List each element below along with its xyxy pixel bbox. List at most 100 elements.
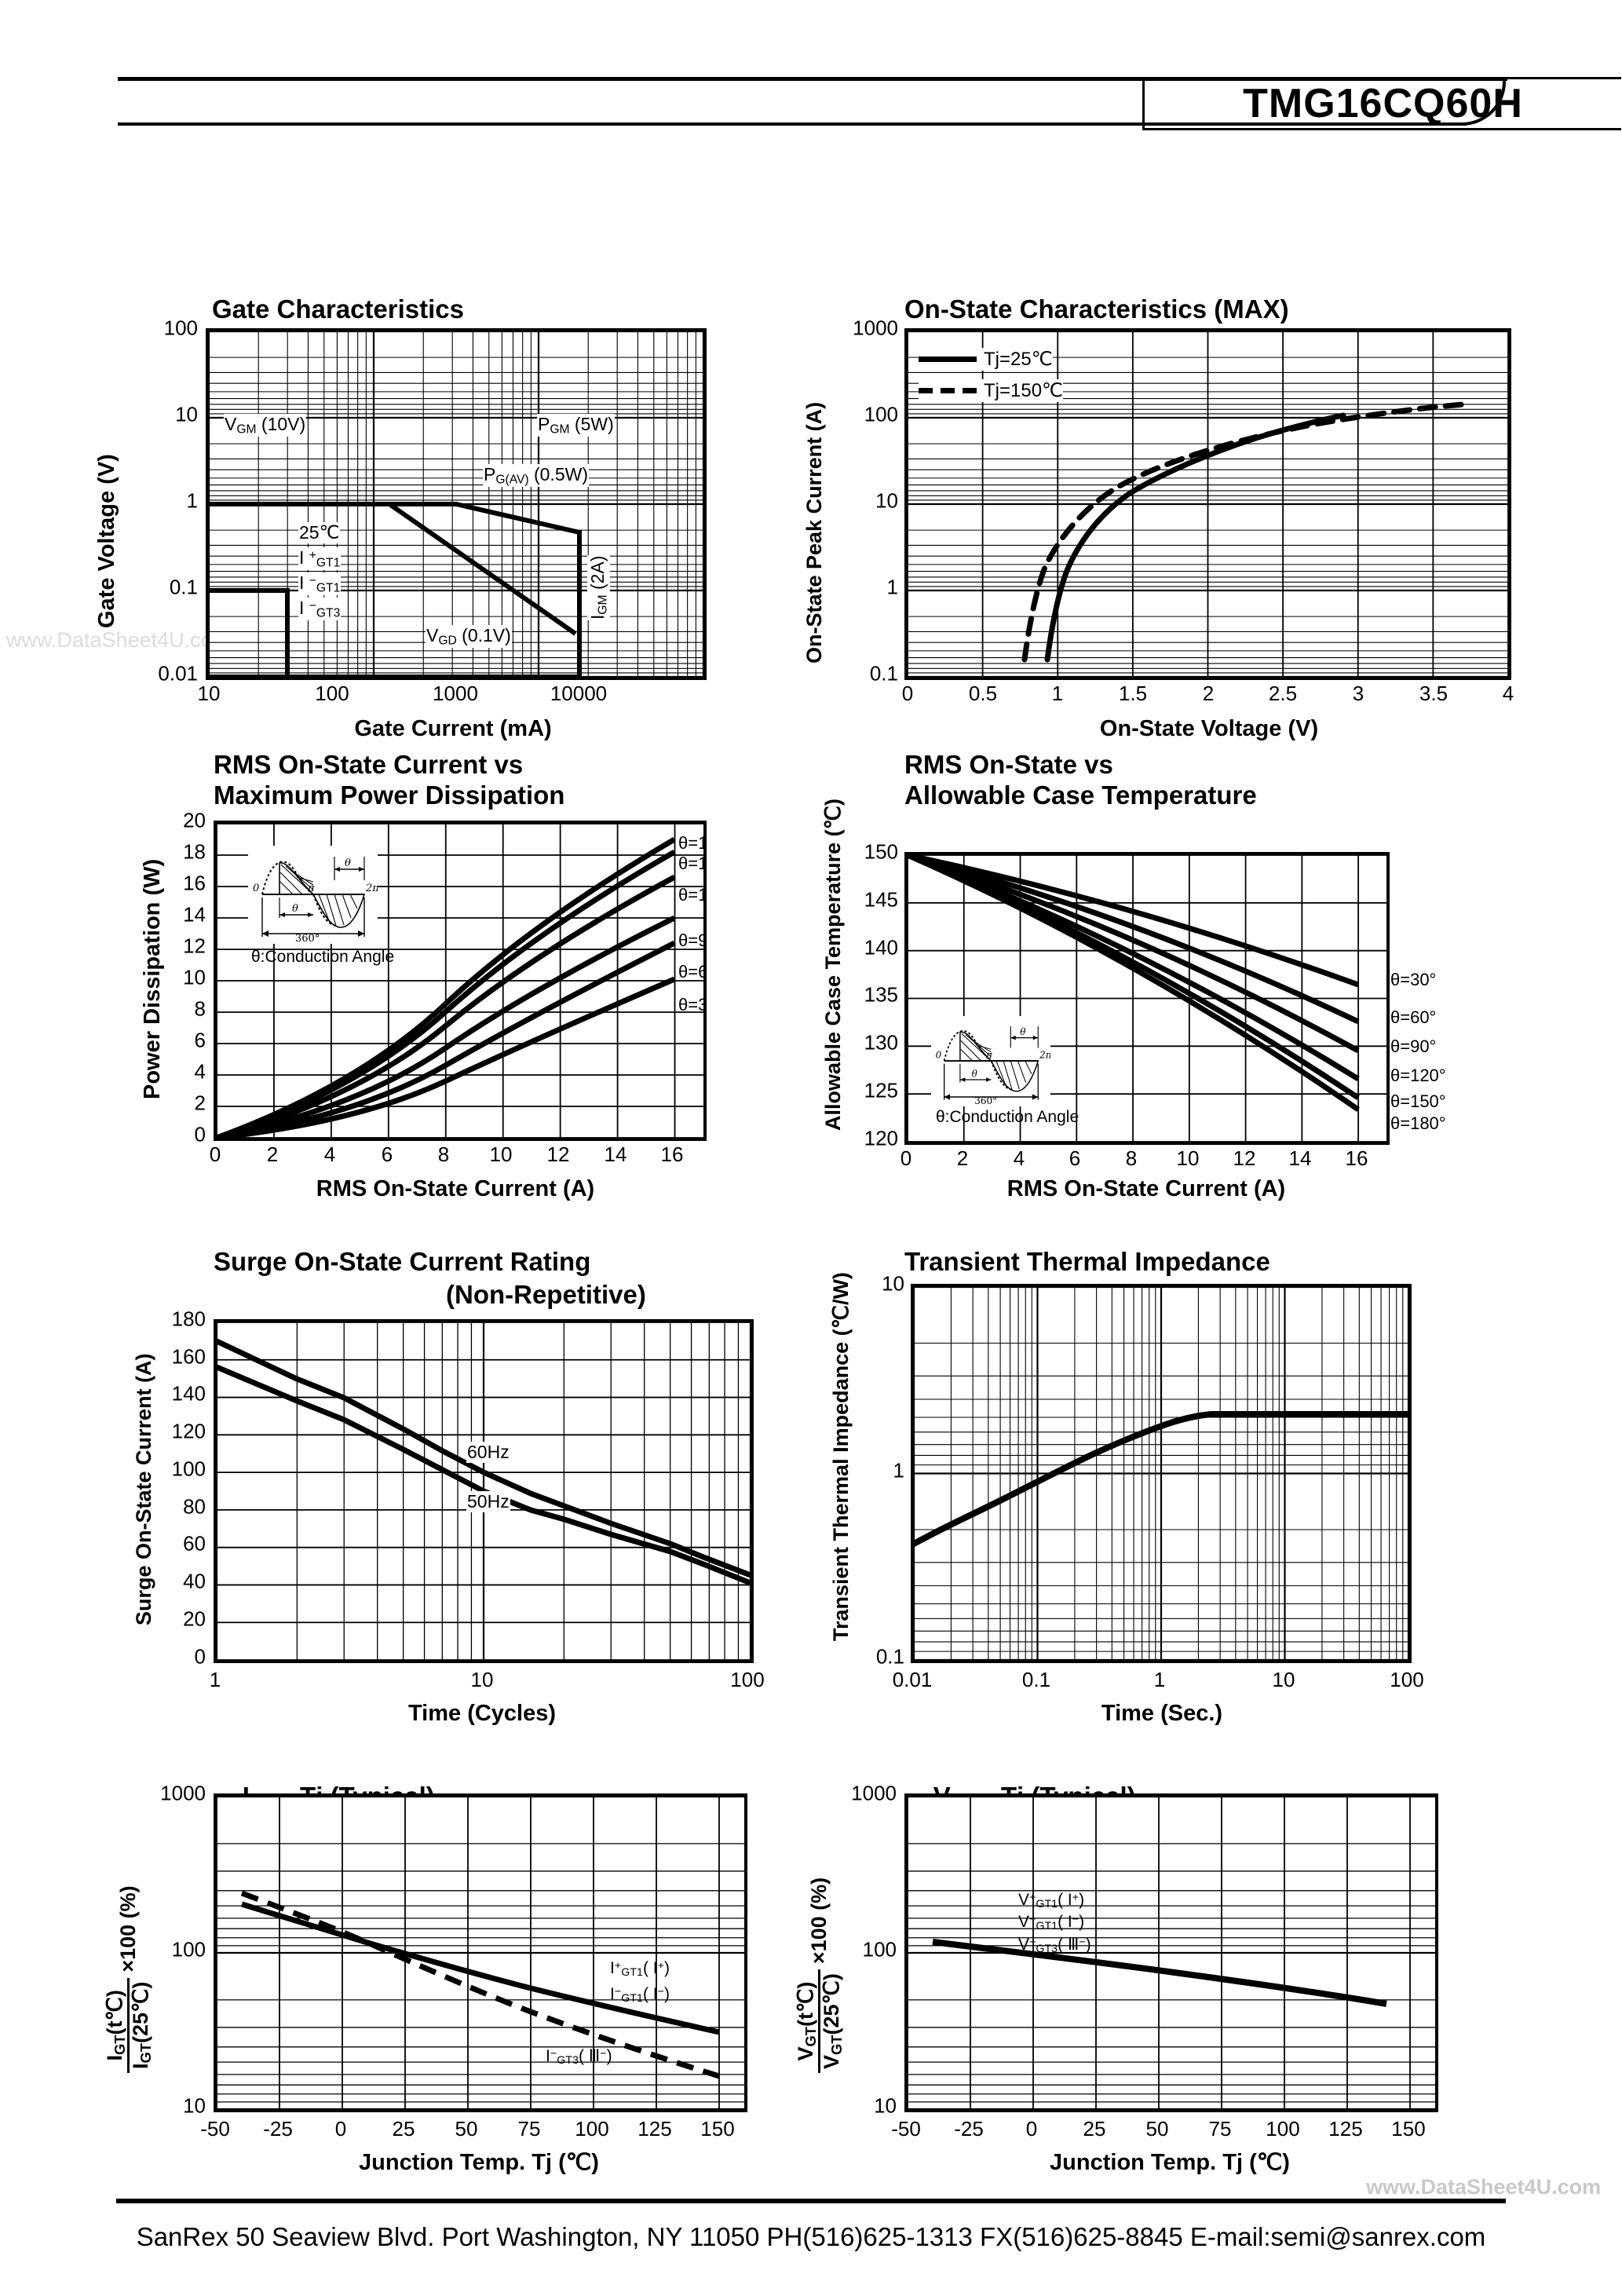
x-axis-label: RMS On-State Current (A) bbox=[1006, 1176, 1286, 1201]
curve-label: θ=120° bbox=[1390, 1066, 1446, 1085]
xtick: 75 bbox=[1208, 2117, 1232, 2141]
ytick: 10 bbox=[183, 965, 206, 989]
ytick: 16 bbox=[183, 871, 206, 895]
ytick: 18 bbox=[183, 839, 206, 864]
xtick: 4 bbox=[1013, 1146, 1025, 1170]
ytick: 140 bbox=[864, 935, 898, 960]
ytick: 10 bbox=[875, 488, 898, 513]
xtick: -25 bbox=[954, 2117, 984, 2141]
curve-label: θ=90° bbox=[678, 930, 703, 950]
xtick: 8 bbox=[1125, 1146, 1138, 1170]
xtick: 2.5 bbox=[1268, 682, 1298, 705]
ytick: 10 bbox=[183, 2093, 206, 2118]
conduction-angle-inset: 0 π 2π θ θ 360° bbox=[248, 846, 379, 945]
ytick: 6 bbox=[194, 1028, 206, 1052]
xtick: 1 bbox=[1153, 1668, 1166, 1691]
ytick: 60 bbox=[183, 1531, 206, 1556]
ytick: 40 bbox=[183, 1569, 206, 1593]
svg-text:π: π bbox=[307, 883, 315, 894]
ytick: 100 bbox=[171, 1937, 206, 1961]
curve-label: θ=150° bbox=[1390, 1091, 1446, 1111]
xtick: 1.5 bbox=[1118, 682, 1148, 705]
ytick: 0 bbox=[194, 1122, 206, 1146]
xtick: 10 bbox=[470, 1668, 494, 1691]
ytick: 100 bbox=[171, 1457, 206, 1481]
annotation-igt3-neg: I −GT3 bbox=[298, 598, 342, 621]
inset-caption: θ:Conduction Angle bbox=[251, 948, 395, 966]
curve-label: 50Hz bbox=[466, 1491, 510, 1512]
curve-label: θ=60° bbox=[1390, 1007, 1437, 1027]
xtick: 10 bbox=[1176, 1146, 1200, 1170]
y-axis-label: VGT(t℃) VGT(25℃) ×100 (%) bbox=[794, 1877, 845, 2073]
svg-text:0: 0 bbox=[936, 1049, 942, 1060]
part-number: TMG16CQ60H bbox=[1243, 81, 1523, 126]
footer-rule bbox=[116, 2199, 1506, 2203]
xtick: 100 bbox=[1390, 1668, 1424, 1691]
xtick: 14 bbox=[604, 1143, 627, 1166]
curve-label: θ=180° bbox=[678, 833, 707, 853]
page-header: TMG16CQ60H bbox=[0, 0, 1622, 141]
legend-label: Tj=25℃ bbox=[984, 349, 1053, 370]
legend-swatch-dashed bbox=[919, 388, 977, 393]
legend-item-tj150: Tj=150℃ bbox=[919, 379, 1064, 402]
xtick: 100 bbox=[1266, 2117, 1300, 2141]
xtick: 100 bbox=[315, 682, 349, 705]
svg-text:θ: θ bbox=[292, 903, 298, 915]
xtick: 10 bbox=[489, 1143, 513, 1166]
plot-area: 0 π 2π θ θ 360° θ:Conduction Angle θ=180… bbox=[214, 821, 707, 1141]
ytick: 10 bbox=[882, 1271, 904, 1296]
curve-label: θ=90° bbox=[1390, 1036, 1437, 1056]
ytick: 180 bbox=[171, 1307, 206, 1331]
conduction-angle-inset: 0 π 2π θ θ 360° bbox=[931, 1016, 1053, 1106]
y-axis-label: IGT(t℃) IGT(25℃) ×100 (%) bbox=[103, 1885, 155, 2073]
plot-area bbox=[911, 1284, 1412, 1663]
ytick: 1 bbox=[893, 1458, 904, 1483]
xtick: 25 bbox=[392, 2117, 415, 2141]
ytick: 125 bbox=[864, 1078, 898, 1102]
annotation-vgd: VGD (0.1V) bbox=[426, 625, 512, 649]
ytick: 10 bbox=[874, 2093, 897, 2118]
chart-subtitle: (Non-Repetitive) bbox=[446, 1280, 646, 1309]
ytick: 20 bbox=[183, 1607, 206, 1631]
xtick: 100 bbox=[575, 2117, 609, 2141]
xtick: 0 bbox=[901, 682, 914, 705]
xtick: 0 bbox=[209, 1143, 221, 1166]
annotation-vgm: VGM (10V) bbox=[224, 414, 307, 437]
curve-label: θ=60° bbox=[678, 962, 703, 982]
xtick: 6 bbox=[381, 1143, 393, 1166]
curve-label: θ=180° bbox=[1390, 1113, 1446, 1133]
xtick: 1000 bbox=[433, 682, 478, 705]
x-axis-label: RMS On-State Current (A) bbox=[316, 1176, 595, 1201]
y-axis-numerator: IGT(t℃) bbox=[103, 1990, 129, 2061]
xtick: -50 bbox=[200, 2117, 230, 2141]
annotation-pgav: PG(AV) (0.5W) bbox=[483, 464, 589, 488]
ytick: 145 bbox=[864, 887, 898, 912]
xtick: 150 bbox=[700, 2117, 735, 2141]
case-temperature-curves bbox=[908, 855, 1386, 1142]
ytick: 80 bbox=[183, 1494, 206, 1519]
xtick: 16 bbox=[660, 1143, 684, 1166]
svg-text:2π: 2π bbox=[1039, 1049, 1050, 1060]
ytick: 120 bbox=[171, 1419, 206, 1443]
footer-text: SanRex 50 Seaview Blvd. Port Washington,… bbox=[136, 2222, 1486, 2251]
annotation-igt1-pos: I +GT1 bbox=[298, 547, 342, 571]
svg-text:θ: θ bbox=[345, 857, 351, 869]
xtick: 1 bbox=[209, 1668, 221, 1691]
legend-item-tj25: Tj=25℃ bbox=[919, 348, 1053, 371]
ytick: 12 bbox=[183, 934, 206, 958]
xtick: 12 bbox=[546, 1143, 570, 1166]
curve-label-igt1-pos: I+GT1( I+) bbox=[610, 1959, 670, 1980]
plot-area bbox=[206, 328, 707, 680]
curve-label: θ=30° bbox=[1390, 970, 1437, 989]
header-rule-top bbox=[118, 77, 1507, 81]
xtick: 75 bbox=[517, 2117, 541, 2141]
ytick: 100 bbox=[864, 402, 898, 426]
curve-label: θ=120° bbox=[678, 885, 707, 905]
ytick: 135 bbox=[864, 982, 898, 1007]
on-state-curves bbox=[908, 331, 1508, 677]
xtick: 0 bbox=[334, 2117, 347, 2141]
xtick: 1 bbox=[1051, 682, 1064, 705]
svg-text:360°: 360° bbox=[295, 933, 320, 944]
y-axis-denominator: IGT(25℃) bbox=[129, 1981, 155, 2069]
ytick: 2 bbox=[194, 1091, 206, 1115]
